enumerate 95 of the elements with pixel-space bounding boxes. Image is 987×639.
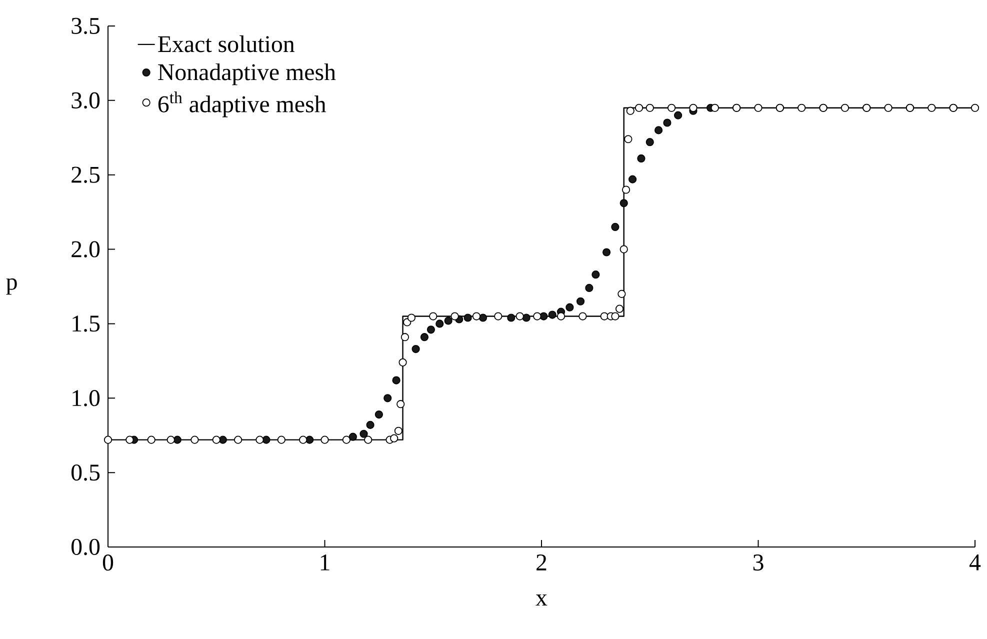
point bbox=[634, 104, 644, 112]
point bbox=[602, 248, 611, 256]
point bbox=[615, 304, 624, 313]
point bbox=[622, 186, 630, 194]
point bbox=[566, 303, 574, 312]
legend-label: 6$^{th}$ adaptive mesh bbox=[158, 92, 326, 118]
x-tick-label: 0 bbox=[102, 554, 114, 571]
point bbox=[262, 436, 270, 444]
legend-label: Nonadaptive mesh bbox=[158, 63, 336, 86]
point bbox=[426, 326, 436, 334]
point bbox=[392, 376, 400, 384]
point bbox=[578, 312, 587, 320]
point bbox=[400, 333, 409, 342]
point bbox=[472, 312, 481, 320]
y-tick-label: 0.5 bbox=[72, 464, 100, 481]
x-tick-label: 4 bbox=[969, 554, 981, 570]
point bbox=[420, 333, 429, 342]
point bbox=[384, 394, 392, 402]
point bbox=[533, 312, 542, 320]
point bbox=[507, 314, 516, 322]
x-tick-label: 3 bbox=[753, 554, 764, 571]
point bbox=[928, 104, 936, 112]
point bbox=[611, 222, 620, 232]
point bbox=[464, 314, 472, 322]
point bbox=[407, 314, 416, 322]
point bbox=[668, 104, 676, 112]
point bbox=[611, 312, 620, 320]
point bbox=[663, 118, 672, 127]
y-tick-label: 1.0 bbox=[72, 390, 100, 406]
point bbox=[190, 436, 199, 444]
x-tick-label: 1 bbox=[320, 554, 330, 570]
y-tick-label: 3.0 bbox=[72, 92, 100, 109]
point bbox=[429, 312, 438, 320]
point bbox=[494, 312, 502, 320]
y-axis-title: p bbox=[6, 278, 17, 295]
point bbox=[320, 436, 329, 444]
point bbox=[396, 400, 405, 408]
y-tick-label: 2.0 bbox=[72, 241, 100, 258]
point bbox=[450, 312, 459, 320]
point bbox=[104, 436, 112, 444]
point bbox=[689, 104, 698, 112]
point bbox=[348, 432, 357, 441]
point bbox=[299, 436, 308, 444]
point bbox=[234, 436, 242, 444]
point bbox=[618, 290, 626, 298]
point bbox=[840, 104, 850, 112]
point bbox=[166, 436, 175, 444]
point bbox=[366, 420, 374, 429]
point bbox=[620, 199, 628, 208]
point bbox=[540, 312, 548, 320]
point bbox=[398, 358, 407, 366]
point bbox=[364, 436, 372, 444]
y-tick-label: 3.5 bbox=[72, 18, 100, 34]
x-axis-title: x bbox=[536, 594, 548, 606]
point bbox=[637, 154, 646, 163]
point bbox=[754, 104, 762, 112]
point bbox=[212, 436, 220, 444]
legend-label: Exact solution bbox=[158, 35, 294, 52]
point bbox=[556, 312, 566, 320]
point bbox=[516, 312, 524, 320]
point bbox=[147, 436, 156, 444]
point bbox=[126, 436, 134, 444]
point bbox=[654, 126, 663, 134]
point bbox=[624, 135, 632, 144]
point bbox=[360, 430, 368, 438]
point bbox=[710, 104, 719, 112]
y-tick-label: 1.5 bbox=[72, 316, 100, 332]
point bbox=[626, 106, 634, 115]
point bbox=[646, 104, 654, 112]
point bbox=[390, 434, 398, 442]
point bbox=[522, 314, 530, 322]
point bbox=[970, 104, 980, 112]
point bbox=[394, 426, 402, 435]
point bbox=[277, 436, 286, 444]
point bbox=[412, 344, 420, 354]
point bbox=[548, 310, 556, 319]
point bbox=[444, 316, 452, 325]
point bbox=[436, 320, 444, 328]
point bbox=[884, 104, 892, 112]
point bbox=[374, 410, 383, 419]
x-tick-label: 2 bbox=[536, 554, 546, 570]
point bbox=[628, 175, 637, 184]
y-tick-label: 0.0 bbox=[72, 538, 100, 556]
point bbox=[674, 111, 682, 120]
point bbox=[342, 436, 350, 444]
y-tick-label: 2.5 bbox=[72, 166, 100, 183]
point bbox=[478, 314, 488, 322]
point bbox=[592, 270, 600, 279]
point bbox=[620, 245, 628, 254]
point bbox=[798, 104, 806, 112]
point bbox=[646, 138, 654, 146]
point bbox=[256, 436, 264, 444]
point bbox=[600, 312, 608, 320]
point bbox=[585, 284, 594, 292]
point bbox=[576, 297, 585, 306]
